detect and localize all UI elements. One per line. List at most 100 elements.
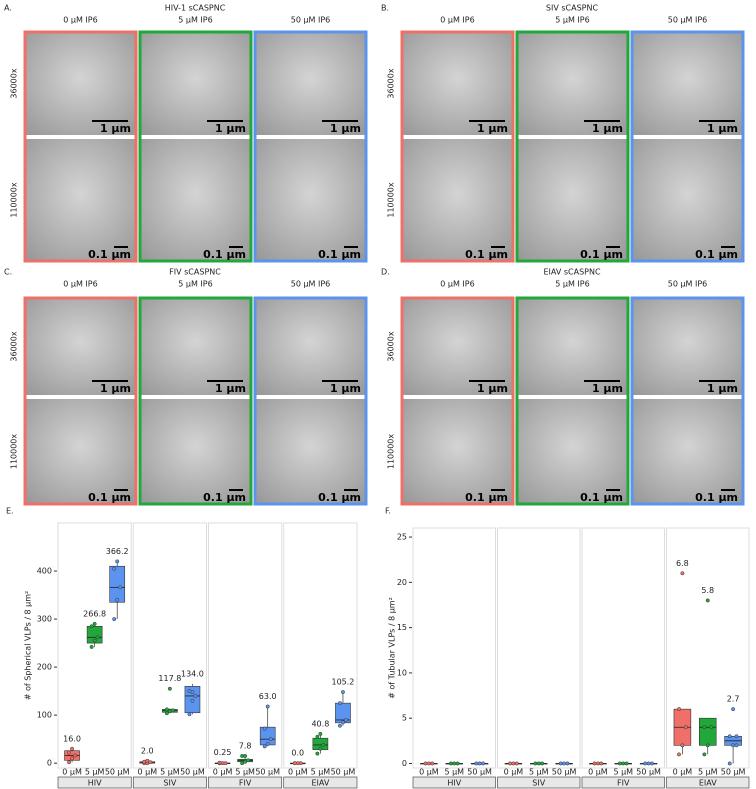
condition-label: 5 μM IP6	[555, 280, 589, 289]
scale-bar-label: 1 μm	[707, 122, 738, 135]
data-point	[67, 750, 71, 755]
micrograph	[140, 139, 251, 261]
scale-bar-label: 1 μm	[592, 122, 623, 135]
scale-bar-label: 0.1 μm	[580, 248, 623, 261]
box	[698, 717, 717, 746]
facet-strip	[581, 776, 665, 789]
magnification-label: 110000x	[10, 182, 19, 218]
group-label: 5 μM	[698, 768, 718, 777]
micrograph	[25, 399, 136, 504]
separator	[25, 135, 136, 139]
mean-label: 134.0	[181, 669, 204, 678]
micrograph	[140, 32, 251, 135]
data-point	[727, 761, 732, 766]
micrograph	[402, 139, 513, 261]
data-point	[92, 638, 97, 643]
micrograph	[140, 298, 251, 395]
separator	[402, 135, 513, 139]
data-point	[318, 731, 323, 736]
micrograph	[25, 298, 136, 395]
micrograph	[632, 399, 743, 504]
condition-label: 50 μM IP6	[668, 280, 708, 289]
mean-label: 0.0	[291, 749, 304, 758]
y-tick-label: 0	[47, 759, 52, 768]
facet-label: FIV	[617, 779, 630, 788]
separator	[517, 135, 628, 139]
condition-frame	[253, 296, 368, 506]
panel-title: FIV sCASPNC	[169, 268, 221, 277]
facet-label: SIV	[532, 779, 545, 788]
mean-label: 366.2	[106, 547, 129, 556]
data-point	[337, 723, 342, 728]
mean-label: 117.8	[158, 674, 181, 683]
separator	[632, 135, 743, 139]
magnification-label: 110000x	[387, 434, 396, 470]
data-point	[565, 761, 570, 766]
data-point	[67, 760, 71, 765]
condition-label: 0 μM IP6	[63, 280, 97, 289]
data-point	[187, 712, 192, 717]
group-label: 5 μM	[85, 768, 105, 777]
data-point	[680, 571, 685, 576]
data-point	[265, 742, 270, 746]
micrograph	[402, 399, 513, 504]
condition-label: 5 μM IP6	[178, 280, 212, 289]
group-label: 50 μM	[255, 768, 280, 777]
micrograph	[255, 139, 366, 261]
data-point	[430, 761, 435, 766]
y-tick-label: 25	[397, 533, 407, 542]
group-label: 0 μM	[419, 768, 439, 777]
condition-label: 50 μM IP6	[291, 280, 331, 289]
micrograph	[25, 32, 136, 135]
data-point	[265, 704, 270, 709]
condition-label: 5 μM IP6	[178, 16, 212, 25]
facet-label: HIV	[447, 779, 461, 788]
data-point	[474, 761, 479, 766]
data-point	[112, 617, 117, 622]
group-label: 0 μM	[62, 768, 82, 777]
data-point	[423, 761, 428, 766]
group-label: 5 μM	[444, 768, 464, 777]
data-point	[731, 743, 736, 748]
data-point	[452, 761, 457, 766]
y-axis-label: # of Spherical VLPs / 8 μm²	[24, 591, 33, 701]
magnification-label: 36000x	[387, 331, 396, 361]
condition-frame	[515, 30, 630, 263]
facet-panel	[208, 522, 283, 769]
data-point	[727, 734, 732, 739]
data-point	[217, 760, 222, 765]
data-point	[617, 761, 622, 766]
separator	[255, 395, 366, 399]
facet-strip	[666, 776, 750, 789]
scale-bar-label: 0.1 μm	[318, 491, 361, 504]
micrograph	[255, 399, 366, 504]
panel-letter: F.	[385, 507, 391, 516]
condition-label: 5 μM IP6	[555, 16, 589, 25]
y-tick-label: 0	[402, 759, 407, 768]
data-point	[511, 761, 516, 766]
magnification-label: 36000x	[387, 68, 396, 98]
micrograph	[402, 298, 513, 395]
data-point	[89, 624, 94, 629]
scale-bar-label: 0.1 μm	[580, 491, 623, 504]
separator	[140, 135, 251, 139]
data-point	[702, 752, 707, 757]
condition-frame	[630, 296, 745, 506]
data-point	[315, 734, 320, 739]
group-label: 50 μM	[636, 768, 661, 777]
y-tick-label: 400	[37, 567, 52, 576]
data-point	[731, 707, 736, 712]
data-point	[315, 751, 320, 756]
group-label: 5 μM	[235, 768, 255, 777]
data-point	[734, 734, 739, 739]
separator	[255, 135, 366, 139]
scale-bar-label: 1 μm	[477, 382, 508, 395]
group-label: 5 μM	[160, 768, 180, 777]
panel-letter: A.	[4, 4, 12, 13]
facet-label: HIV	[88, 779, 102, 788]
condition-label: 0 μM IP6	[440, 16, 474, 25]
data-point	[344, 718, 348, 722]
separator	[140, 395, 251, 399]
group-label: 0 μM	[288, 768, 308, 777]
data-point	[243, 754, 248, 758]
